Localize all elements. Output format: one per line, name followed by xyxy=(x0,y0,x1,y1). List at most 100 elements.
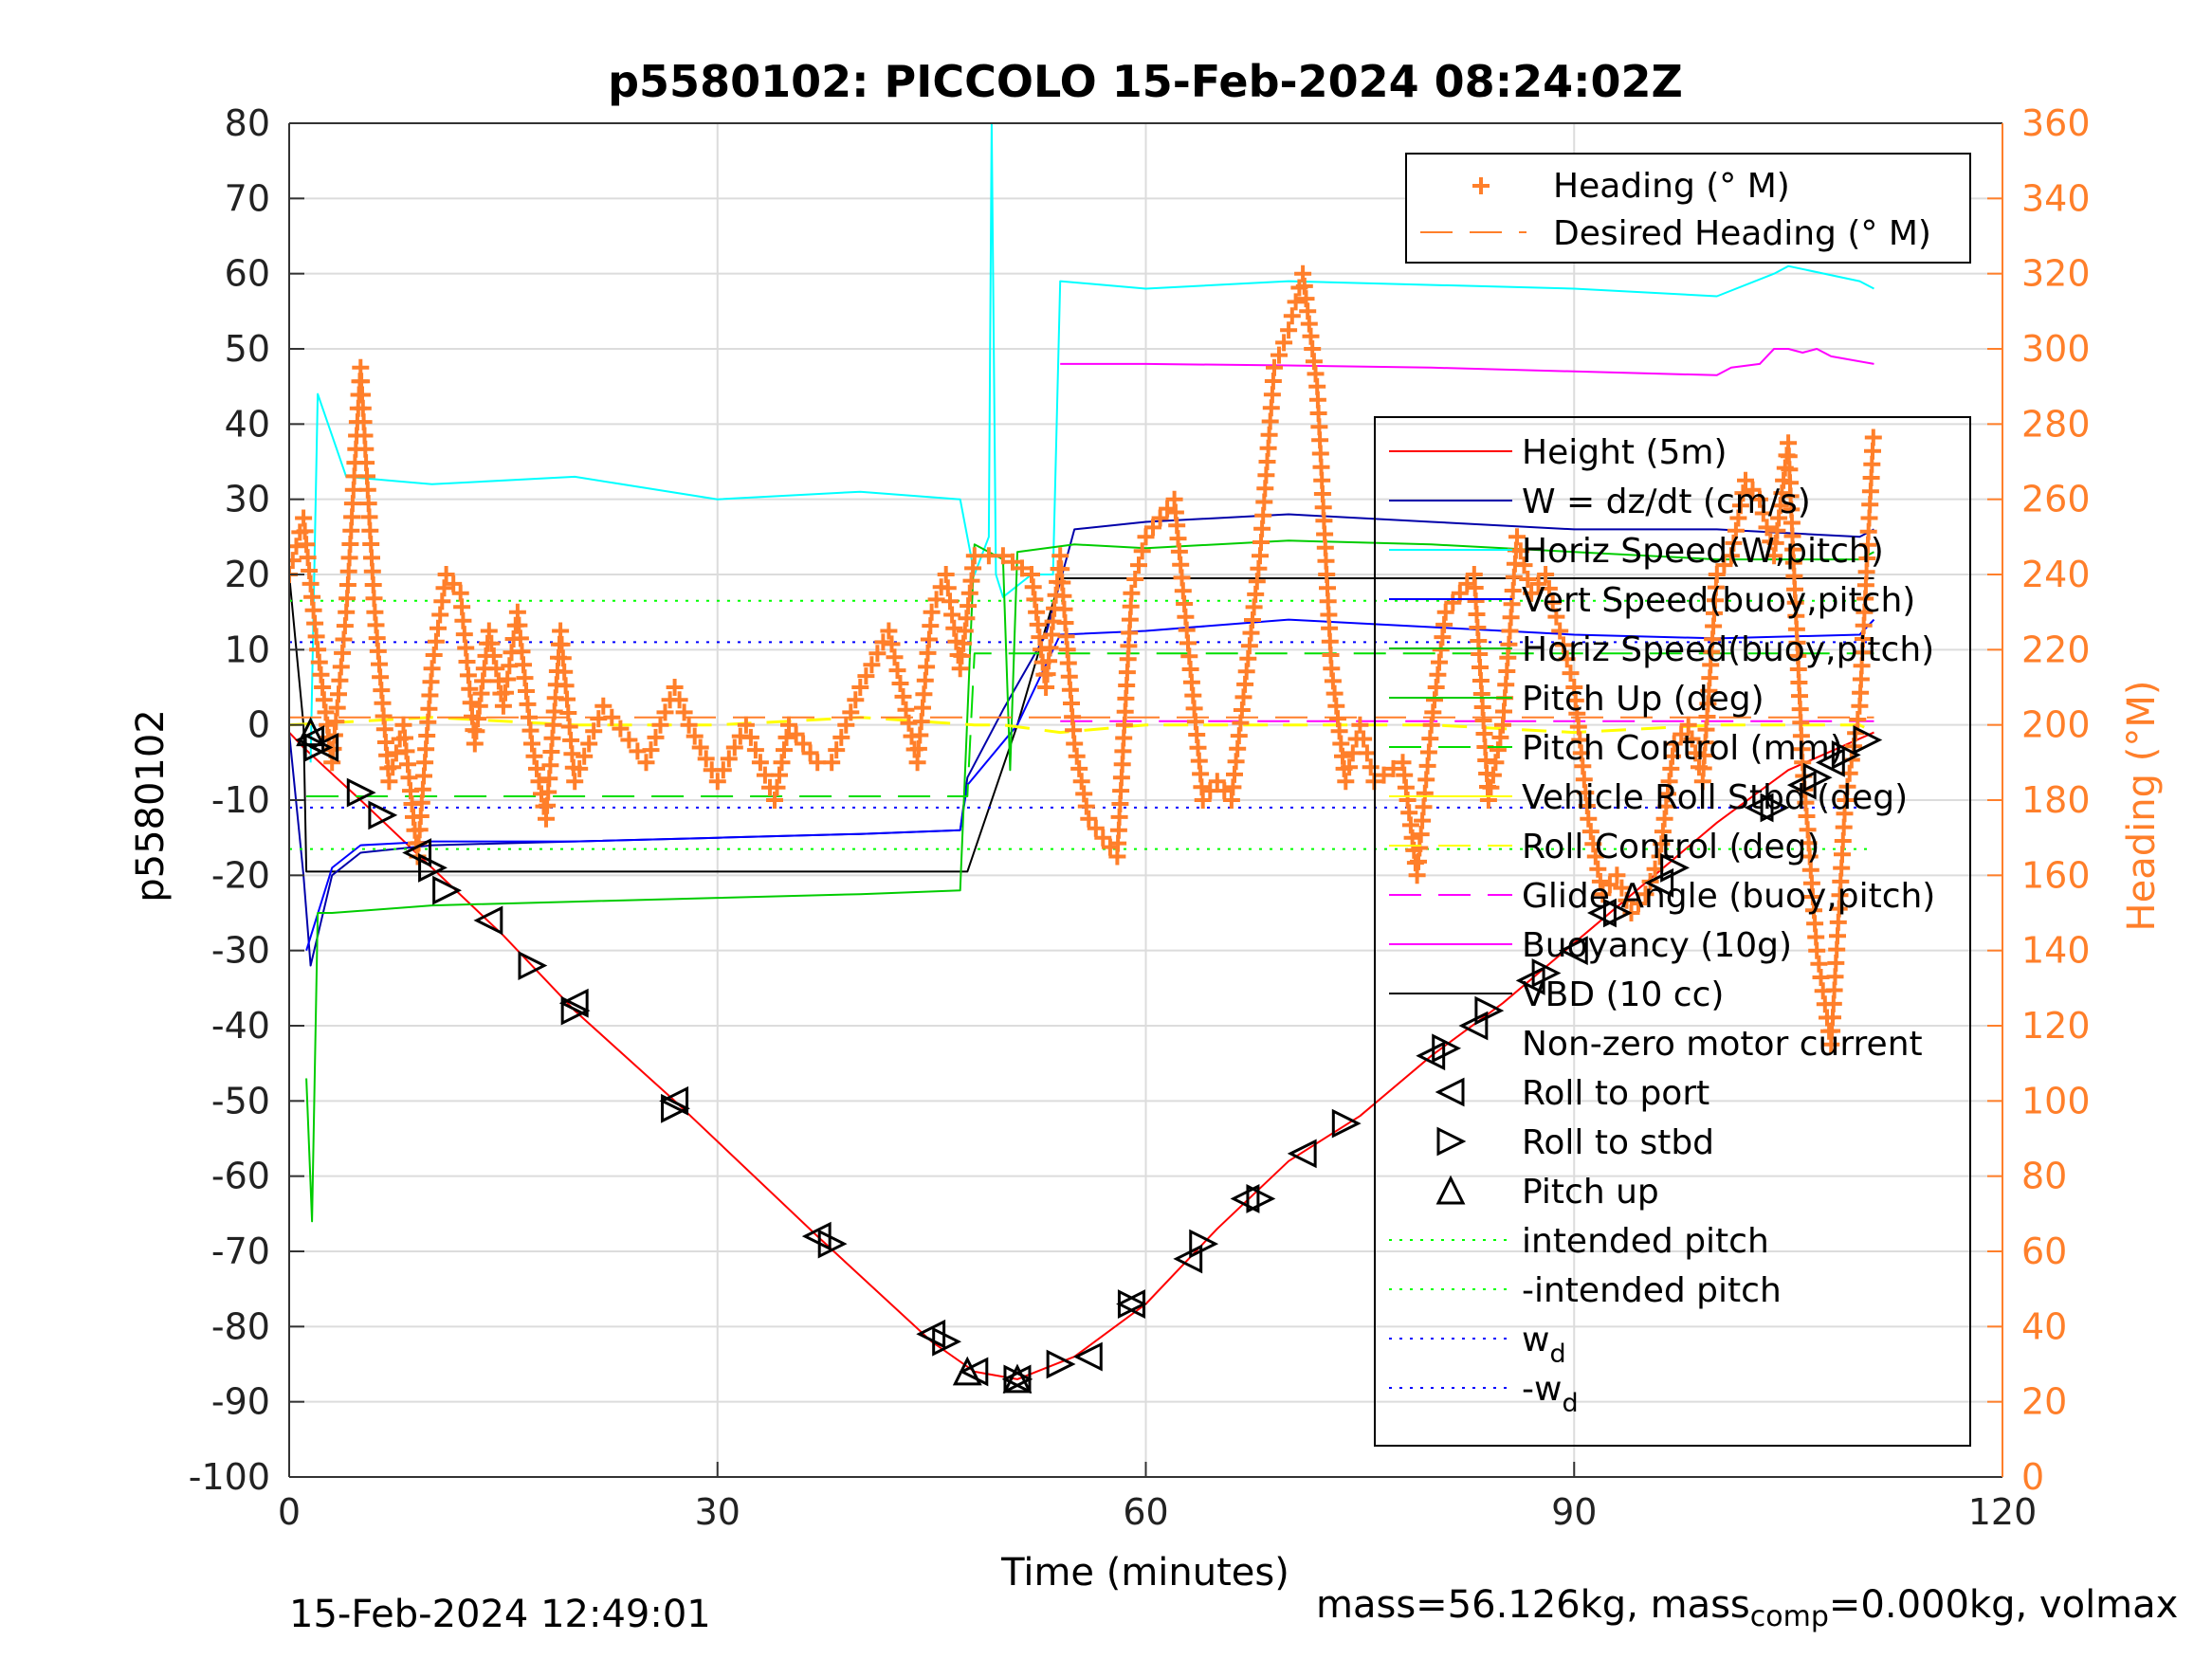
heading-point xyxy=(1482,778,1500,796)
heading-point xyxy=(1679,716,1697,734)
heading-point xyxy=(1586,848,1604,866)
chart-title: p5580102: PICCOLO 15-Feb-2024 08:24:02Z xyxy=(608,56,1683,107)
heading-point xyxy=(484,647,503,665)
heading-point xyxy=(1630,895,1647,913)
roll-to-port-marker xyxy=(1458,1011,1489,1041)
heading-point xyxy=(939,579,957,597)
heading-point xyxy=(1537,566,1555,583)
heading-point xyxy=(1673,725,1691,743)
heading-point xyxy=(773,754,791,772)
y2-tick-label: 240 xyxy=(2021,554,2091,595)
y-tick-label: -30 xyxy=(211,930,270,972)
roll-to-stbd-marker xyxy=(1117,1289,1147,1319)
heading-point xyxy=(1558,650,1576,668)
heading-point xyxy=(494,697,512,715)
heading-point xyxy=(1126,571,1144,588)
heading-point xyxy=(1758,519,1776,537)
heading-point xyxy=(863,656,881,674)
heading-point xyxy=(670,691,688,709)
heading-point xyxy=(1580,810,1598,828)
heading-point xyxy=(1362,758,1380,776)
heading-point xyxy=(1751,490,1768,508)
heading-point xyxy=(525,747,543,765)
legend-top: Heading (° M) Desired Heading (° M) xyxy=(1405,153,1971,264)
heading-point xyxy=(923,603,941,621)
y-tick-label: 0 xyxy=(247,704,270,746)
heading-point xyxy=(1479,792,1497,809)
series-buoyancy-10g xyxy=(1060,348,1874,376)
roll-to-stbd-marker xyxy=(1602,898,1633,928)
heading-point xyxy=(1849,711,1867,728)
heading-point xyxy=(1584,835,1602,853)
heading-point xyxy=(737,716,755,734)
legend-label-w-dz-dt-cm-s: W = dz/dt (cm/s) xyxy=(1522,483,1811,521)
y2-tick-label: 100 xyxy=(2021,1080,2091,1121)
roll-to-stbd-marker xyxy=(432,875,462,905)
heading-point xyxy=(1581,823,1600,841)
heading-point xyxy=(1351,716,1369,734)
heading-point xyxy=(1665,735,1683,753)
heading-point xyxy=(1004,553,1021,571)
heading-point xyxy=(620,731,638,749)
legend-swatch-roll-to-port xyxy=(1435,1077,1465,1107)
legend-label-roll-to-port: Roll to port xyxy=(1522,1074,1709,1113)
roll-to-stbd-marker xyxy=(1189,1229,1219,1259)
x-tick-label: 120 xyxy=(1968,1491,2038,1533)
roll-to-stbd-marker xyxy=(1246,1184,1276,1213)
heading-point xyxy=(637,754,655,772)
heading-point xyxy=(576,747,594,765)
y2-tick-label: 220 xyxy=(2021,629,2091,670)
y-tick-label: -60 xyxy=(211,1156,270,1197)
legend-label-roll-to-stbd: Roll to stbd xyxy=(1522,1123,1714,1162)
y-tick-label: -40 xyxy=(211,1005,270,1047)
heading-point xyxy=(1283,307,1301,325)
axes: 0 30 60 90 12080706050403020100-10-20-30-40-… xyxy=(189,102,2091,1533)
heading-point xyxy=(499,670,517,688)
heading-point xyxy=(380,773,398,791)
heading-point xyxy=(897,701,915,719)
heading-point xyxy=(1737,471,1754,489)
roll-to-stbd-marker xyxy=(1331,1108,1362,1139)
roll-to-stbd-marker xyxy=(560,995,591,1026)
heading-point xyxy=(289,552,302,570)
y-axis-label: p5580102 xyxy=(129,709,173,902)
plot-area xyxy=(289,123,1883,1395)
roll-to-stbd-marker xyxy=(346,777,376,808)
heading-point xyxy=(1589,860,1607,878)
heading-point xyxy=(842,703,860,721)
heading-point xyxy=(851,679,869,696)
heading-point xyxy=(714,761,732,779)
y-tick-label: -50 xyxy=(211,1080,270,1121)
y2-tick-label: 320 xyxy=(2021,253,2091,295)
heading-point xyxy=(1080,810,1098,828)
heading-point xyxy=(1555,636,1572,654)
heading-point xyxy=(1594,885,1612,903)
legend-subscript: d xyxy=(1562,1389,1578,1418)
heading-point xyxy=(571,759,589,777)
heading-point xyxy=(780,716,797,734)
y2-tick-label: 180 xyxy=(2021,779,2091,821)
heading-point xyxy=(1194,792,1212,809)
legend-top-box xyxy=(1405,153,1971,264)
heading-point xyxy=(868,645,887,663)
roll-to-stbd-marker xyxy=(1432,1033,1462,1064)
mass-info: mass=56.126kg, masscomp=0.000kg, volmax xyxy=(1316,1583,2178,1633)
y2-tick-label: 340 xyxy=(2021,177,2091,219)
y2-tick-label: 80 xyxy=(2021,1156,2067,1197)
heading-point xyxy=(787,725,805,743)
roll-to-stbd-marker xyxy=(1660,852,1691,883)
heading-point xyxy=(585,722,603,740)
heading-point xyxy=(528,759,545,777)
heading-point xyxy=(708,773,726,791)
y-tick-label: -70 xyxy=(211,1231,270,1272)
heading-point xyxy=(666,679,684,696)
heading-point xyxy=(1683,730,1701,748)
legend-main-box xyxy=(1374,416,1971,1447)
x-tick-label: 90 xyxy=(1551,1491,1597,1533)
heading-point xyxy=(530,773,548,791)
heading-point xyxy=(1491,728,1509,746)
y-tick-label: 60 xyxy=(225,253,270,295)
legend-subscript: d xyxy=(1549,1340,1565,1369)
roll-to-port-marker xyxy=(1230,1184,1260,1213)
legend-label-buoyancy-10g: Buoyancy (10g) xyxy=(1522,926,1792,965)
